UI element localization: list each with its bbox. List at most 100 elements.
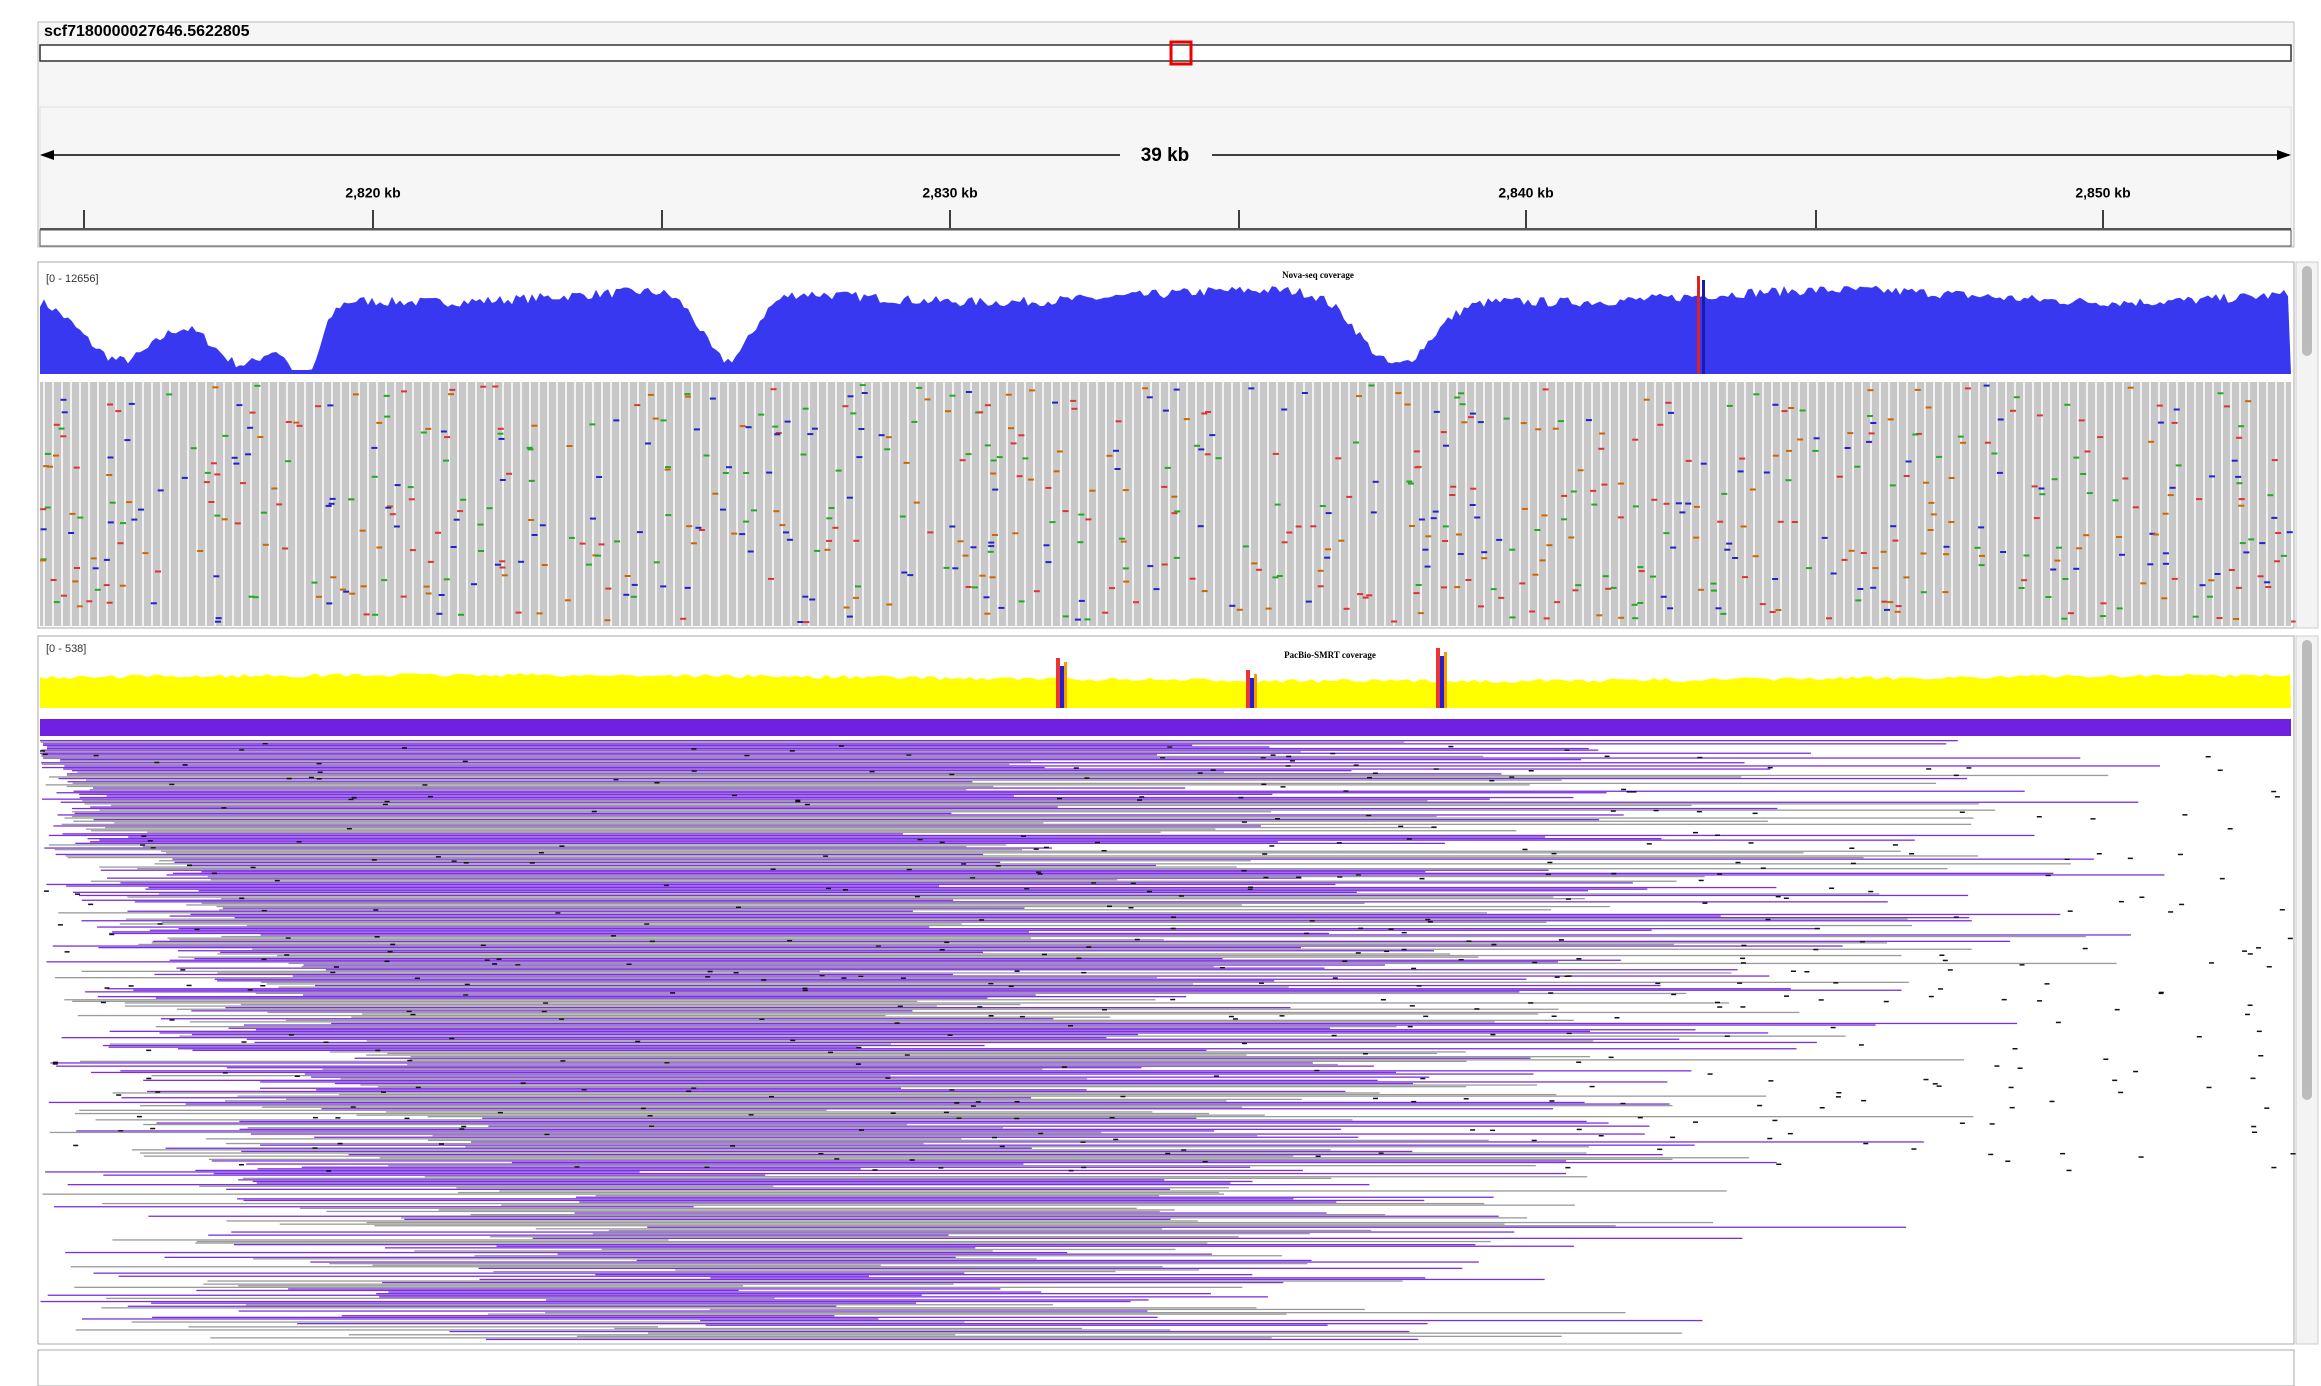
mismatch [829, 507, 835, 509]
mismatch [1261, 757, 1266, 759]
read [479, 1268, 1463, 1269]
read [456, 1187, 1229, 1188]
mismatch [394, 526, 400, 528]
mismatch [949, 526, 955, 528]
mismatch [1804, 971, 1809, 973]
read [497, 1246, 1574, 1247]
mismatch [723, 472, 729, 474]
mismatch [101, 1002, 106, 1004]
mismatch [1519, 582, 1525, 584]
mismatch [1668, 412, 1674, 414]
mismatch [213, 575, 219, 577]
mismatch [1044, 544, 1050, 546]
read [98, 996, 1186, 997]
mismatch [1979, 555, 1985, 557]
ideogram[interactable] [40, 45, 2291, 61]
read [76, 1329, 1171, 1330]
scroll-thumb[interactable] [2302, 266, 2312, 356]
mismatch [235, 522, 241, 524]
read [112, 1239, 668, 1240]
mismatch [726, 466, 732, 468]
mismatch [2037, 816, 2042, 818]
mismatch [334, 966, 339, 968]
mismatch [254, 385, 260, 387]
mismatch [1419, 519, 1425, 521]
read [203, 1284, 953, 1285]
mismatch [492, 963, 497, 965]
mismatch [439, 594, 445, 596]
mismatch [1540, 559, 1546, 561]
read [360, 1084, 1537, 1085]
mismatch [879, 434, 885, 436]
mismatch [1866, 441, 1872, 443]
mismatch [2272, 459, 2278, 461]
mismatch [2251, 1126, 2256, 1128]
mismatch [180, 969, 185, 971]
mismatch [1911, 1148, 1916, 1150]
mismatch [458, 614, 464, 616]
mismatch [2050, 1101, 2055, 1103]
mismatch [2271, 791, 2276, 793]
mismatch [1949, 477, 1955, 479]
mismatch [749, 1114, 754, 1116]
mismatch [2052, 478, 2058, 480]
mismatch [2148, 441, 2154, 443]
mismatch [1414, 592, 1420, 594]
mismatch [1478, 421, 1484, 423]
read [57, 792, 1607, 793]
mismatch [940, 949, 945, 951]
mismatch [529, 480, 535, 482]
mismatch [2236, 437, 2242, 439]
mismatch [2239, 498, 2245, 500]
mismatch [528, 448, 534, 450]
read [647, 1227, 1906, 1228]
read [68, 1184, 1370, 1185]
mismatch [751, 509, 757, 511]
scroll-thumb[interactable] [2302, 640, 2312, 1100]
read [192, 1034, 1138, 1035]
read [609, 1230, 1372, 1231]
mismatch [2274, 560, 2280, 562]
mismatch [997, 456, 1003, 458]
mismatch [2168, 911, 2173, 913]
read [42, 767, 1045, 768]
read [43, 743, 1946, 744]
mismatch [1050, 521, 1056, 523]
mismatch [1732, 557, 1738, 559]
mismatch [1490, 1130, 1495, 1132]
mismatch [239, 749, 244, 751]
mismatch [1242, 1043, 1247, 1045]
mismatch [1498, 597, 1504, 599]
mismatch [605, 588, 611, 590]
read [367, 1222, 1713, 1223]
mismatch [1928, 502, 1934, 504]
mismatch [691, 542, 697, 544]
mismatch [812, 428, 818, 430]
mismatch [1618, 617, 1624, 619]
mismatch [858, 428, 864, 430]
mismatch [1302, 392, 1308, 394]
mismatch [2018, 1068, 2023, 1070]
read [195, 1170, 1303, 1171]
mismatch [1474, 1008, 1479, 1010]
mismatch [1434, 411, 1440, 413]
mismatch [1481, 551, 1487, 553]
read [237, 1198, 1293, 1199]
mismatch [2103, 1059, 2108, 1061]
read [256, 993, 1687, 994]
mismatch [2128, 858, 2133, 860]
mismatch [1836, 1096, 1841, 1098]
mismatch [1273, 453, 1279, 455]
mismatch [996, 865, 1001, 867]
mismatch [1565, 1167, 1570, 1169]
mismatch [779, 524, 785, 526]
mismatch [506, 473, 512, 475]
mismatch [1470, 504, 1476, 506]
read [74, 1287, 1242, 1288]
mismatch [1324, 557, 1330, 559]
mismatch [2112, 1080, 2117, 1082]
read [314, 1137, 1358, 1138]
read [157, 1122, 1609, 1123]
mismatch [731, 533, 737, 535]
read [243, 1178, 1331, 1179]
